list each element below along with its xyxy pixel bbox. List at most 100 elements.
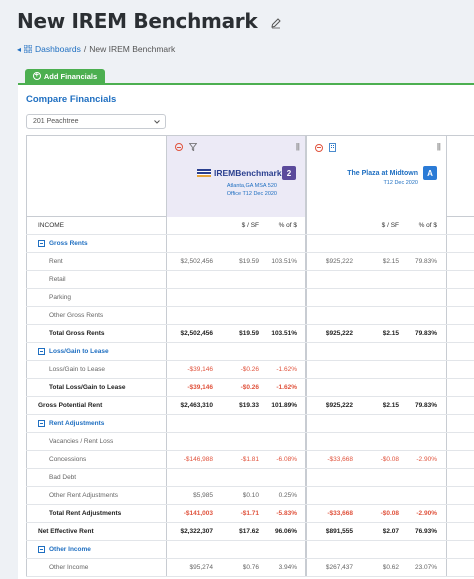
remove-column-icon[interactable]	[175, 143, 183, 151]
row-label-text: Gross Rents	[49, 240, 88, 247]
property-name[interactable]: The Plaza at Midtown	[347, 170, 418, 177]
column-menu-icon[interactable]: |||	[295, 142, 300, 151]
label-column-header	[26, 136, 167, 217]
benchmark-cell-group: $5,985 $0.10 0.25%	[167, 487, 307, 504]
card-title: Compare Financials	[26, 94, 117, 105]
table-row: Total Loss/Gain to Lease -$39,146 -$0.26 -1…	[26, 379, 474, 397]
amount-cell: -$33,668	[327, 510, 353, 517]
row-label: Gross Rents	[26, 235, 167, 252]
collapse-icon[interactable]	[38, 420, 45, 427]
table-row: Gross Potential Rent $2,463,310 $19.33 101.…	[26, 397, 474, 415]
row-label-text: Loss/Gain to Lease	[49, 366, 106, 373]
pct-cell: -1.62%	[276, 366, 297, 373]
amount-cell: -$39,146	[187, 384, 213, 391]
benchmark-count-badge: 2	[282, 166, 296, 180]
section-row[interactable]: Rent Adjustments	[26, 415, 474, 433]
row-label: Rent	[26, 253, 167, 270]
table-row: Parking	[26, 289, 474, 307]
row-label-text: Retail	[49, 276, 66, 283]
breadcrumb-dashboards-link[interactable]: Dashboards	[35, 44, 81, 54]
column-header-row: INCOME $ / SF % of $ $ / SF % of $	[26, 217, 474, 235]
pct-cell: 103.51%	[271, 258, 297, 265]
per-sf-cell: -$0.26	[240, 366, 259, 373]
section-row[interactable]: Gross Rents	[26, 235, 474, 253]
per-sf-cell: $2.15	[382, 258, 399, 265]
compare-financials-card: Compare Financials 201 Peachtree ||| IRE…	[18, 83, 474, 579]
breadcrumb-separator: /	[83, 44, 87, 54]
breadcrumb: ◂ Dashboards / New IREM Benchmark	[17, 44, 175, 54]
irem-benchmark-logo: IREMBenchmark	[197, 168, 282, 178]
property-select[interactable]: 201 Peachtree	[26, 114, 166, 129]
benchmark-cell-group	[167, 307, 307, 324]
per-sf-cell: $19.33	[239, 402, 259, 409]
property-cell-group	[307, 271, 447, 288]
property-cell-group: $925,222 $2.15 79.83%	[307, 397, 447, 414]
row-label: Loss/Gain to Lease	[26, 361, 167, 378]
table-row: Other Rent Adjustments $5,985 $0.10 0.25%	[26, 487, 474, 505]
per-sf-cell: -$0.26	[240, 384, 259, 391]
benchmark-name: IREMBenchmark	[214, 168, 282, 178]
table-row: Loss/Gain to Lease -$39,146 -$0.26 -1.62%	[26, 361, 474, 379]
pct-cell: 103.51%	[271, 330, 297, 337]
benchmark-cell-group: $2,322,307 $17.62 96.06%	[167, 523, 307, 540]
amount-cell: $2,502,456	[180, 330, 213, 337]
property-cell-group	[307, 307, 447, 324]
remove-column-icon[interactable]	[315, 143, 323, 152]
section-row[interactable]: Loss/Gain to Lease	[26, 343, 474, 361]
pct-cell: 3.94%	[278, 564, 297, 571]
amount-cell: -$39,146	[187, 366, 213, 373]
property-cell-group	[307, 235, 447, 252]
property-letter-badge: A	[423, 166, 437, 180]
property-cell-group: $925,222 $2.15 79.83%	[307, 253, 447, 270]
pencil-icon[interactable]	[270, 17, 282, 29]
row-label-text: Other Gross Rents	[49, 312, 104, 319]
caret-left-icon[interactable]: ◂	[17, 44, 22, 54]
table-row: Other Income $95,274 $0.76 3.94% $267,437 $0.…	[26, 559, 474, 577]
property-cell-group: $891,555 $2.07 76.93%	[307, 523, 447, 540]
row-label-text: Other Income	[49, 564, 89, 571]
pct-cell: -5.83%	[276, 510, 297, 517]
section-row[interactable]: Other Income	[26, 541, 474, 559]
per-sf-cell: $0.62	[382, 564, 399, 571]
column-menu-icon[interactable]: |||	[436, 142, 441, 151]
per-sf-cell: $0.76	[242, 564, 259, 571]
row-label: Other Income	[26, 559, 167, 576]
amount-cell: $95,274	[189, 564, 214, 571]
row-label-text: Loss/Gain to Lease	[49, 348, 109, 355]
per-sf-heading: $ / SF	[381, 222, 399, 229]
pct-cell: 0.25%	[278, 492, 297, 499]
amount-cell: $891,555	[325, 528, 353, 535]
per-sf-cell: $2.07	[382, 528, 399, 535]
benchmark-cell-group	[167, 289, 307, 306]
row-label-text: Rent Adjustments	[49, 420, 105, 427]
table-body: Gross Rents Rent $2,502,456 $19.59 103.51% $9…	[26, 235, 474, 577]
pct-cell: 23.07%	[414, 564, 437, 571]
collapse-icon[interactable]	[38, 546, 45, 553]
row-label-text: Net Effective Rent	[38, 528, 94, 535]
add-financials-button[interactable]: + Add Financials	[25, 69, 105, 83]
table-row: Vacancies / Rent Loss	[26, 433, 474, 451]
benchmark-cell-group	[167, 235, 307, 252]
amount-cell: $267,437	[325, 564, 353, 571]
benchmark-cell-group: -$39,146 -$0.26 -1.62%	[167, 361, 307, 378]
benchmark-cell-group	[167, 433, 307, 450]
per-sf-cell: -$1.81	[240, 456, 259, 463]
collapse-icon[interactable]	[38, 240, 45, 247]
table-row: Total Rent Adjustments -$141,003 -$1.71 -5.…	[26, 505, 474, 523]
row-label-text: Total Gross Rents	[49, 330, 105, 337]
row-label-text: Bad Debt	[49, 474, 77, 481]
per-sf-cell: -$0.08	[380, 456, 399, 463]
row-label: Parking	[26, 289, 167, 306]
table-row: Concessions -$146,988 -$1.81 -6.08% -$33,668…	[26, 451, 474, 469]
row-label-text: Rent	[49, 258, 63, 265]
add-financials-label: Add Financials	[43, 71, 98, 81]
table-row: Other Gross Rents	[26, 307, 474, 325]
property-cell-group	[307, 343, 447, 360]
filter-icon[interactable]	[189, 143, 197, 151]
collapse-icon[interactable]	[38, 348, 45, 355]
row-label: Loss/Gain to Lease	[26, 343, 167, 360]
benchmark-market: Atlanta,GA MSA 520	[226, 183, 277, 189]
breadcrumb-current: New IREM Benchmark	[89, 44, 176, 54]
row-label: Gross Potential Rent	[26, 397, 167, 414]
row-label-text: Other Income	[49, 546, 91, 553]
